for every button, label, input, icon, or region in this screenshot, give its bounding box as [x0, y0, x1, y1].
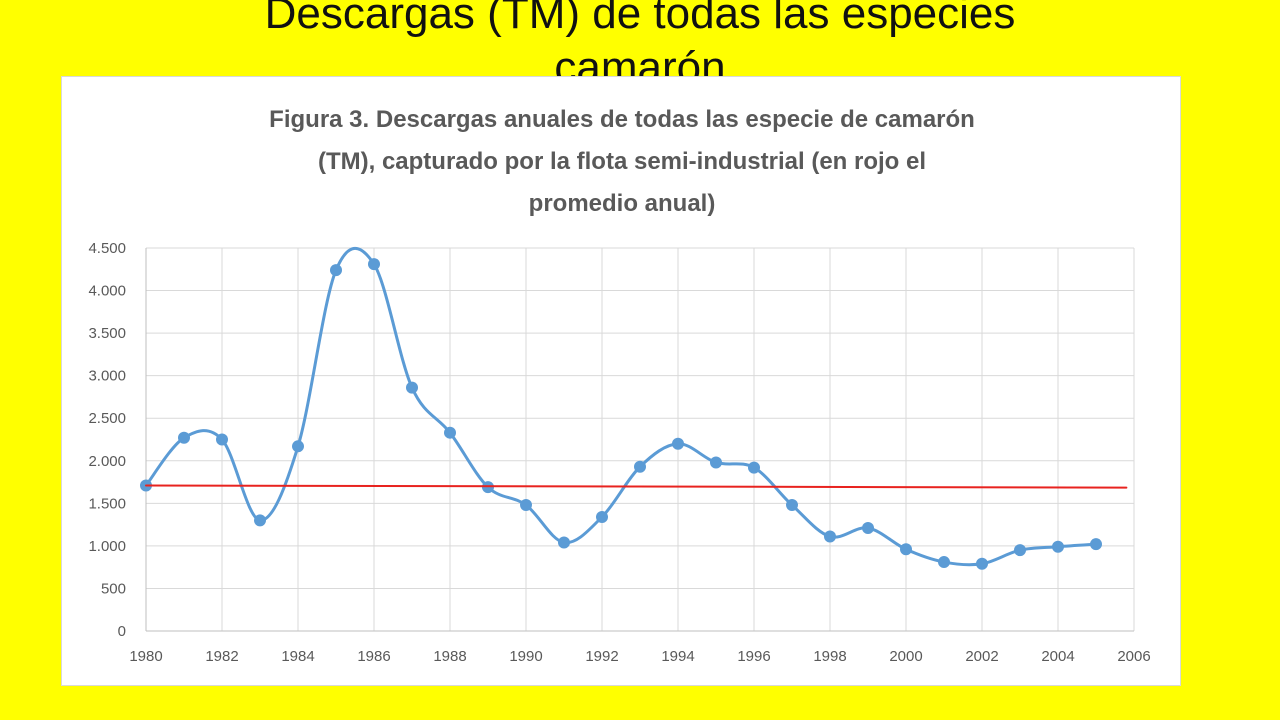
y-tick-label: 3.000	[88, 368, 126, 385]
y-tick-label: 4.500	[88, 240, 126, 257]
x-tick-label: 1998	[813, 648, 846, 665]
chart-title-line-1: Figura 3. Descargas anuales de todas las…	[269, 106, 975, 133]
x-tick-label: 1994	[661, 648, 694, 665]
y-tick-label: 2.500	[88, 410, 126, 427]
x-tick-label: 1990	[509, 648, 542, 665]
data-point	[1052, 540, 1064, 553]
y-tick-label: 2.000	[88, 453, 126, 470]
landings-series-line	[144, 247, 1098, 567]
data-point	[406, 381, 418, 394]
y-tick-label: 0	[118, 623, 126, 640]
chart-title: Figura 3. Descargas anuales de todas las…	[62, 99, 1182, 225]
line-chart: 0 500 1.000 1.500 2.000 2.500 3.000 3.500 4.000 4…	[88, 240, 1150, 665]
chart-title-line-3: promedio anual)	[528, 190, 716, 217]
data-point	[672, 437, 684, 450]
x-tick-label: 1988	[433, 648, 466, 665]
data-point	[254, 514, 266, 527]
x-tick-label: 1984	[281, 648, 314, 665]
x-tick-label: 1986	[357, 648, 390, 665]
average-series-line	[145, 484, 1128, 489]
data-point	[444, 426, 456, 439]
data-point	[862, 522, 874, 535]
data-point	[368, 258, 380, 271]
x-tick-label: 1992	[585, 648, 618, 665]
data-point	[596, 510, 608, 523]
data-point	[1090, 538, 1102, 551]
x-tick-label: 2000	[889, 648, 922, 665]
data-point	[976, 557, 988, 570]
x-tick-label: 1980	[129, 648, 162, 665]
data-point	[1014, 544, 1026, 557]
chart-panel: 0 500 1.000 1.500 2.000 2.500 3.000 3.500 4.000 4…	[61, 76, 1181, 686]
data-point	[216, 433, 228, 446]
data-point	[292, 440, 304, 453]
data-point	[938, 556, 950, 569]
y-tick-label: 1.000	[88, 538, 126, 555]
x-tick-label: 2006	[1117, 648, 1150, 665]
y-tick-label: 500	[101, 580, 126, 597]
data-point	[786, 499, 798, 512]
data-point	[520, 499, 532, 512]
x-tick-label: 2002	[965, 648, 998, 665]
data-point	[748, 461, 760, 474]
y-tick-label: 3.500	[88, 325, 126, 342]
data-point	[634, 460, 646, 473]
data-point	[178, 431, 190, 444]
data-point	[330, 264, 342, 277]
x-tick-label: 2004	[1041, 648, 1074, 665]
x-tick-label: 1982	[205, 648, 238, 665]
data-point	[710, 456, 722, 469]
data-point	[900, 543, 912, 556]
slide-title: Descargas (TM) de todas las especies	[264, 0, 1016, 38]
y-tick-label: 1.500	[88, 495, 126, 512]
y-tick-label: 4.000	[88, 283, 126, 300]
data-point	[558, 536, 570, 549]
data-point	[824, 530, 836, 543]
x-tick-label: 1996	[737, 648, 770, 665]
chart-title-line-2: (TM), capturado por la flota semi-indust…	[317, 148, 927, 175]
